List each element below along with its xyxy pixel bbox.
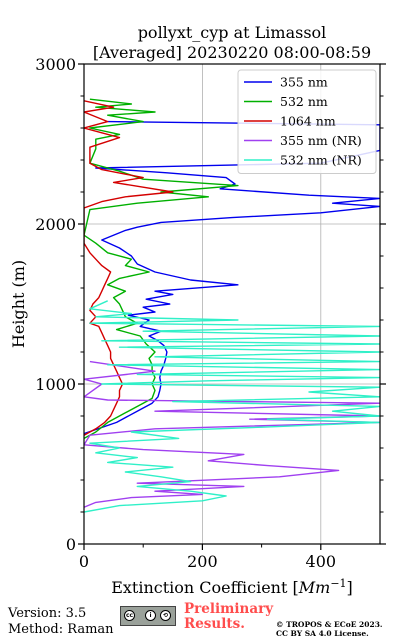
series-line-2 xyxy=(84,98,239,440)
version-text: Version: 3.5 xyxy=(8,606,87,621)
legend-box xyxy=(237,69,377,174)
y-tick-label: 2000 xyxy=(35,215,76,234)
y-tick-label: 3000 xyxy=(35,55,76,74)
method-text: Method: Raman xyxy=(8,622,114,637)
series-line-5 xyxy=(84,300,380,513)
y-axis-label: Height (m) xyxy=(9,260,28,348)
cc-icon: cc xyxy=(124,610,135,621)
y-tick-label: 0 xyxy=(66,535,76,554)
series-line-3 xyxy=(84,100,174,436)
cc-license-badge: cc i ⟲ xyxy=(120,606,176,626)
preliminary-line2: Results. xyxy=(184,616,245,632)
copyright-note: © TROPOS & ECoE 2023. CC BY SA 4.0 Licen… xyxy=(276,620,383,638)
preliminary-line1: Preliminary xyxy=(184,601,274,617)
by-icon: i xyxy=(145,610,156,621)
legend-label: 355 nm (NR) xyxy=(280,133,362,148)
y-tick-label: 1000 xyxy=(35,375,76,394)
axis-ticks: 0 200 400 0 1000 2000 3000 xyxy=(35,55,386,571)
plot-frame xyxy=(83,63,381,545)
legend-label: 532 nm xyxy=(280,94,328,109)
x-tick-label: 200 xyxy=(187,552,218,571)
chart-title-line1: pollyxt_cyp at Limassol xyxy=(138,23,327,42)
sa-icon: ⟲ xyxy=(160,610,171,621)
x-axis-label: Extinction Coefficient [Mm−1] xyxy=(111,577,353,597)
x-tick-label: 0 xyxy=(79,552,89,571)
x-tick-label: 400 xyxy=(306,552,337,571)
chart-title-line2: [Averaged] 20230220 08:00-08:59 xyxy=(93,43,371,62)
legend: 355 nm 532 nm 1064 nm 355 nm (NR) 532 nm (NR… xyxy=(237,69,377,174)
preliminary-results-note: Preliminary Results. xyxy=(184,602,273,632)
series-layer xyxy=(84,98,380,513)
copyright-line2: CC BY SA 4.0 License. xyxy=(276,629,369,638)
copyright-line1: © TROPOS & ECoE 2023. xyxy=(276,620,383,629)
legend-label: 355 nm xyxy=(280,75,328,90)
legend-label: 1064 nm xyxy=(280,114,336,129)
series-line-4 xyxy=(84,360,380,508)
legend-label: 532 nm (NR) xyxy=(280,153,362,168)
